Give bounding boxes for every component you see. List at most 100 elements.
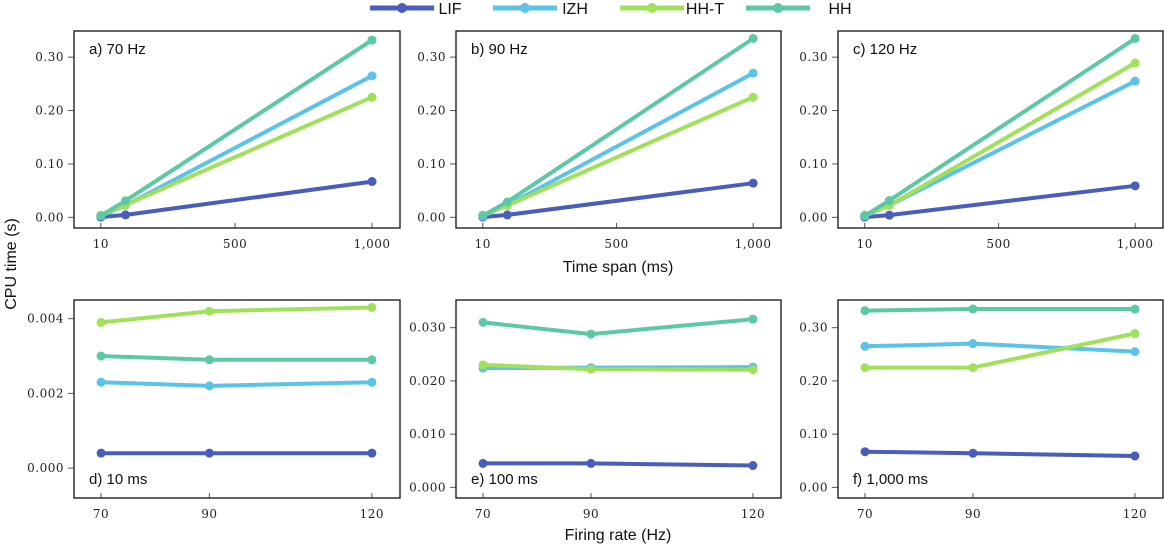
data-point-izh xyxy=(968,339,978,349)
series-lif xyxy=(860,447,1140,461)
x-tick-label: 90 xyxy=(965,507,981,521)
series-hh xyxy=(860,304,1140,316)
y-tick-label: 0.00 xyxy=(799,480,828,494)
legend-item-izh: IZH xyxy=(493,1,588,18)
data-point-lif xyxy=(860,447,870,457)
y-tick-label: 0.010 xyxy=(409,427,446,441)
series-izh xyxy=(96,377,377,391)
plot-frame xyxy=(73,299,401,499)
data-point-lif xyxy=(748,178,758,188)
series-line-hh xyxy=(482,317,754,337)
x-tick-label: 1,000 xyxy=(354,237,391,251)
series-line-hh-t xyxy=(482,95,754,217)
plot-frame xyxy=(455,30,782,229)
y-tick-label: 0.20 xyxy=(417,104,446,118)
legend-marker-hh xyxy=(773,3,783,13)
y-tick-label: 0.10 xyxy=(417,157,446,171)
panel-f-1-000-ms: 0.00 0.10 0.20 0.30 70 90 120 f) 1,000 ms xyxy=(799,299,1164,521)
data-point-hh xyxy=(748,33,758,43)
x-tick-label: 1,000 xyxy=(1117,237,1154,251)
legend-label-hh-t: HH-T xyxy=(686,1,724,18)
data-point-izh xyxy=(748,68,758,78)
x-tick-label: 500 xyxy=(986,237,1010,251)
data-point-hh xyxy=(968,304,978,314)
legend-item-lif: LIF xyxy=(370,1,462,18)
legend-label-hh: HH xyxy=(828,1,851,18)
y-tick-label: 0.20 xyxy=(35,104,64,118)
data-point-hh-t xyxy=(1130,58,1140,68)
series-hh-t xyxy=(96,302,377,327)
x-tick-label: 70 xyxy=(475,507,491,521)
panel-label: d) 10 ms xyxy=(89,471,147,488)
panel-label: b) 90 Hz xyxy=(471,41,528,58)
y-tick-label: 0.00 xyxy=(417,210,446,224)
x-tick-label: 70 xyxy=(857,507,873,521)
series-line-izh xyxy=(864,341,1135,354)
y-tick-label: 0.30 xyxy=(35,50,64,64)
panel-d-10-ms: 0.000 0.002 0.004 70 90 120 d) 10 ms xyxy=(27,299,401,521)
x-tick-label: 10 xyxy=(857,237,873,251)
legend-marker-hh-t xyxy=(647,3,657,13)
data-point-hh xyxy=(586,329,596,339)
data-point-lif xyxy=(367,177,377,187)
data-point-lif xyxy=(367,448,377,458)
top-x-axis-title: Time span (ms) xyxy=(563,259,674,276)
data-point-hh xyxy=(367,35,377,45)
x-tick-label: 500 xyxy=(223,237,247,251)
series-line-hh xyxy=(101,354,372,362)
data-point-lif xyxy=(121,210,131,220)
y-tick-label: 0.10 xyxy=(35,157,64,171)
y-tick-label: 0.00 xyxy=(35,210,64,224)
series-lif xyxy=(860,181,1140,222)
y-tick-label: 0.00 xyxy=(799,210,828,224)
data-point-hh xyxy=(1130,33,1140,43)
data-point-lif xyxy=(1130,181,1140,191)
x-tick-label: 70 xyxy=(93,507,109,521)
data-point-hh-t xyxy=(860,363,870,373)
data-point-lif xyxy=(748,461,758,471)
series-lif xyxy=(96,448,377,458)
data-point-lif xyxy=(204,448,214,458)
series-hh-t xyxy=(860,58,1140,220)
data-point-hh-t xyxy=(204,306,214,316)
x-tick-label: 10 xyxy=(93,237,109,251)
legend: LIF IZH HH-T HH xyxy=(370,1,852,18)
series-line-hh-t xyxy=(100,95,373,218)
y-tick-label: 0.20 xyxy=(799,104,828,118)
data-point-lif xyxy=(968,448,978,458)
panel-label: a) 70 Hz xyxy=(89,41,146,58)
panel-c-120-hz: 0.00 0.10 0.20 0.30 10 500 1,000 c) 120 Hz xyxy=(799,30,1164,251)
data-point-lif xyxy=(502,210,512,220)
series-line-izh xyxy=(101,380,372,388)
x-tick-label: 120 xyxy=(1123,507,1147,521)
y-tick-label: 0.30 xyxy=(417,50,446,64)
plot-frame xyxy=(837,299,1164,499)
y-tick-label: 0.030 xyxy=(409,321,446,335)
series-hh xyxy=(96,35,377,221)
series-hh xyxy=(478,314,758,339)
legend-label-lif: LIF xyxy=(438,1,461,18)
data-point-hh xyxy=(121,196,131,206)
series-line-hh-t xyxy=(100,305,372,325)
data-point-hh-t xyxy=(478,360,488,370)
panel-a-70-hz: 0.00 0.10 0.20 0.30 10 500 1,000 a) 70 Hz xyxy=(35,30,401,251)
bottom-x-axis-title: Firing rate (Hz) xyxy=(565,527,672,544)
series-izh xyxy=(860,339,1140,357)
panel-b-90-hz: 0.00 0.10 0.20 0.30 10 500 1,000 b) 90 Hz xyxy=(417,30,782,251)
plot-frame xyxy=(455,299,782,499)
data-point-hh xyxy=(860,211,870,221)
series-line-izh xyxy=(100,74,374,218)
y-tick-label: 0.20 xyxy=(799,374,828,388)
data-point-izh xyxy=(367,377,377,387)
data-point-hh xyxy=(204,355,214,365)
legend-item-hh-t: HH-T xyxy=(620,1,724,18)
plot-frame xyxy=(837,30,1164,229)
data-point-izh xyxy=(860,341,870,351)
x-tick-label: 10 xyxy=(475,237,491,251)
y-tick-label: 0.10 xyxy=(799,427,828,441)
data-point-hh xyxy=(96,211,106,221)
data-point-hh-t xyxy=(367,302,377,312)
data-point-hh xyxy=(502,197,512,207)
series-lif xyxy=(478,458,758,471)
